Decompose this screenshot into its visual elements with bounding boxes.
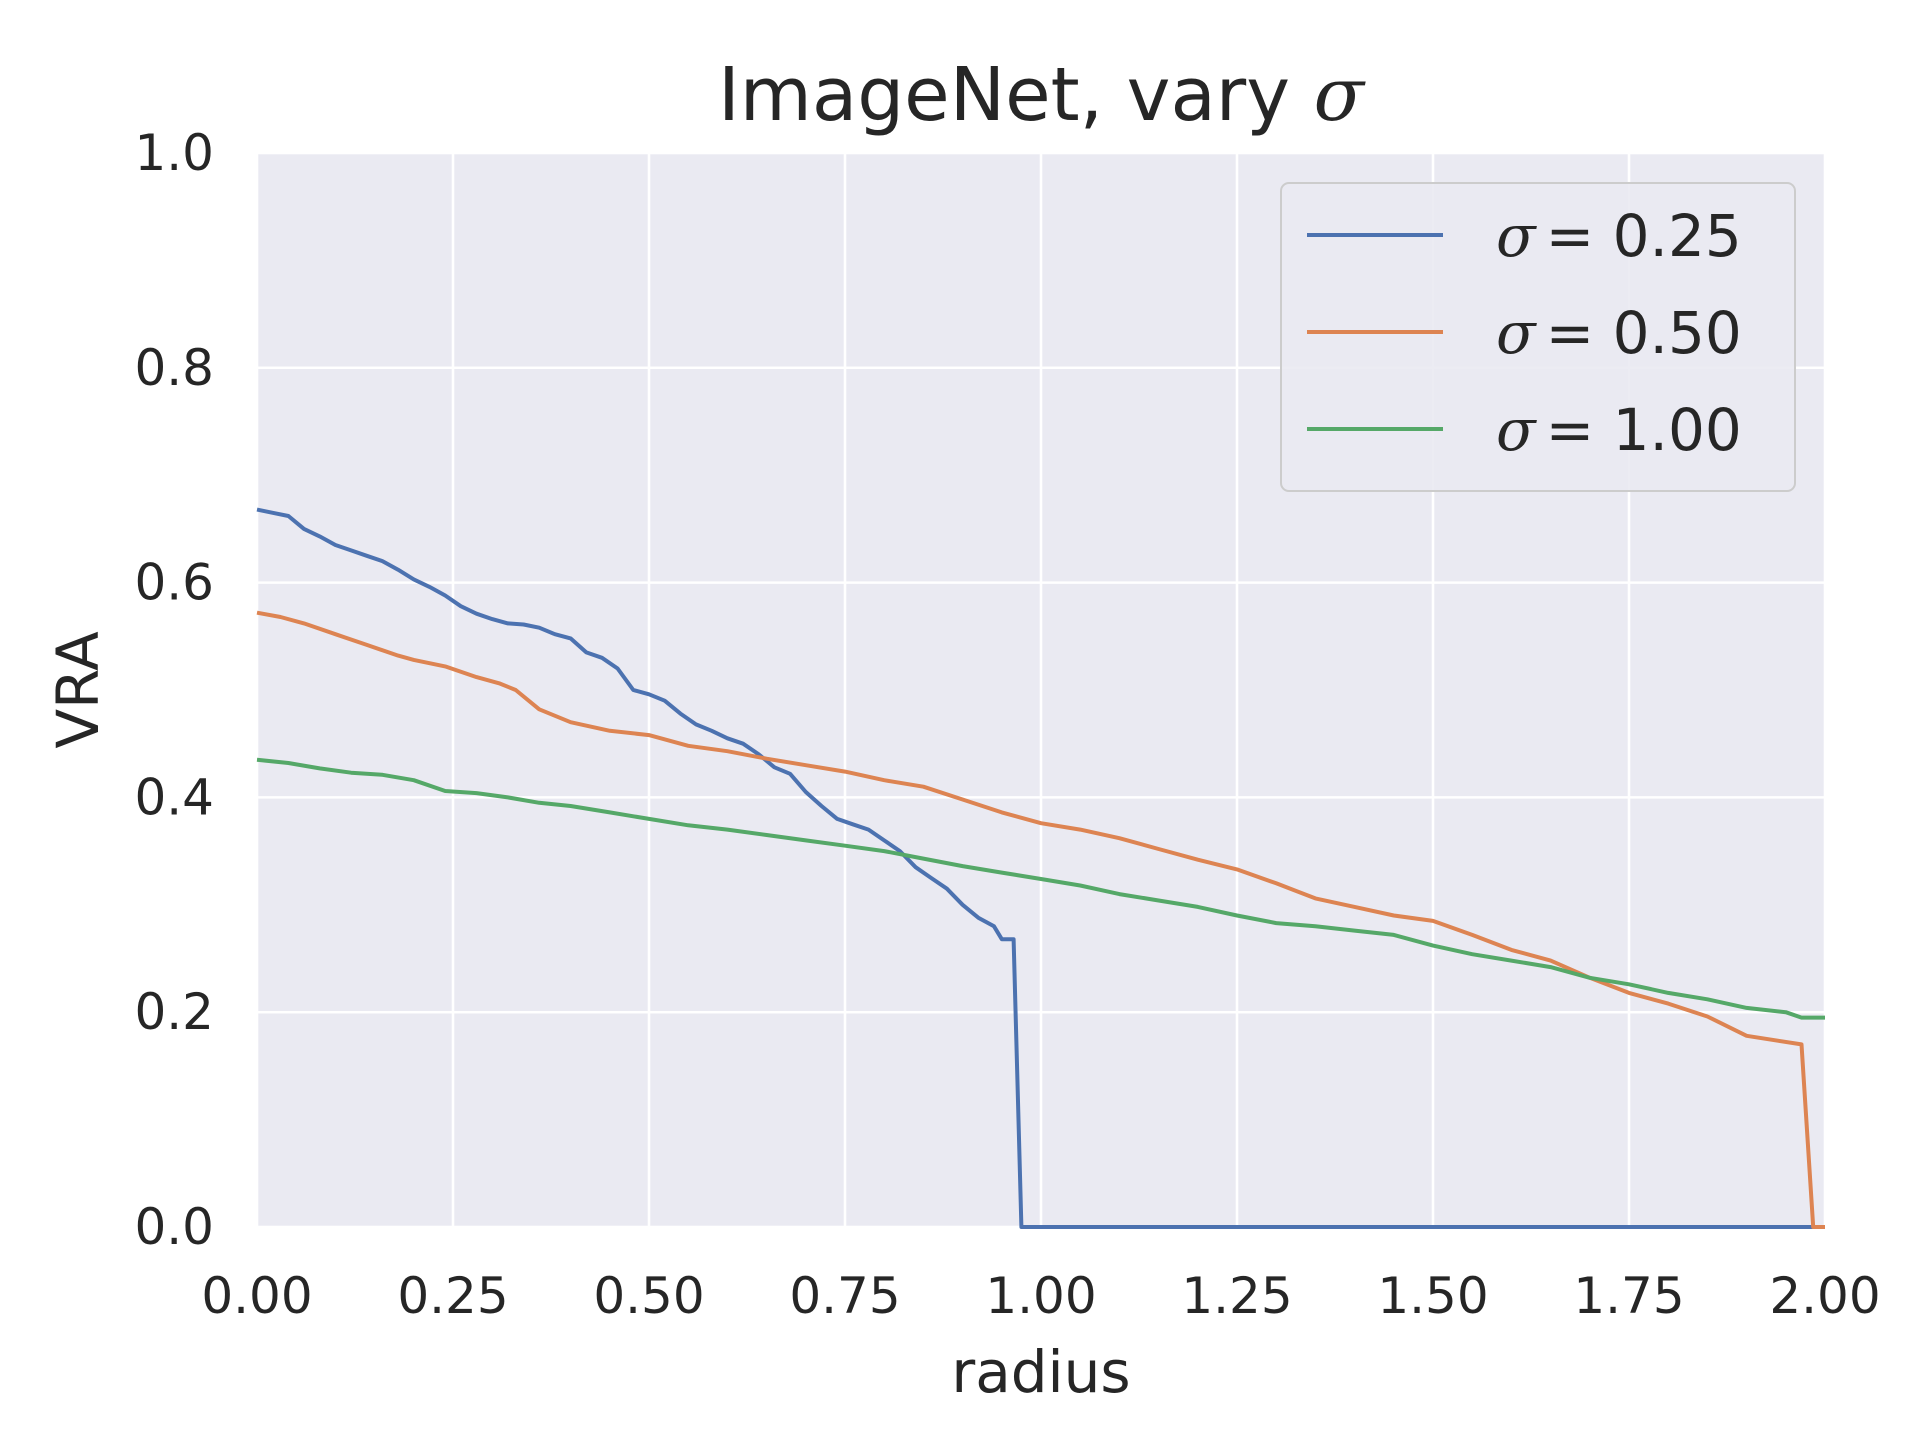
x-tick-labels: 0.00 0.25 0.50 0.75 1.00 1.25 1.50 1.75 2.00 xyxy=(201,1267,1880,1325)
x-axis-label: radius xyxy=(951,1338,1130,1406)
x-tick-label: 1.25 xyxy=(1181,1267,1292,1325)
x-tick-label: 0.25 xyxy=(397,1267,508,1325)
x-tick-label: 1.00 xyxy=(985,1267,1096,1325)
legend-symbol: σ xyxy=(1496,299,1537,367)
legend-symbol: σ xyxy=(1496,396,1537,464)
legend-value: = 0.25 xyxy=(1546,202,1742,270)
legend-value: = 0.50 xyxy=(1546,299,1742,367)
y-tick-label: 0.8 xyxy=(134,339,214,397)
legend-box xyxy=(1280,182,1796,492)
grid-lines xyxy=(255,151,1827,1229)
legend-label-2: σ = 0.50 xyxy=(1496,299,1742,367)
y-tick-label: 0.4 xyxy=(134,768,214,826)
x-tick-label: 1.50 xyxy=(1377,1267,1488,1325)
legend-symbol: σ xyxy=(1496,202,1537,270)
legend-label-1: σ = 0.25 xyxy=(1496,202,1742,270)
legend-label-3: σ = 1.00 xyxy=(1496,396,1742,464)
chart-title-symbol: σ xyxy=(1314,52,1367,138)
series-line-3 xyxy=(256,757,1825,1020)
chart-title-prefix: ImageNet, vary xyxy=(718,52,1314,138)
y-tick-label: 0.0 xyxy=(134,1198,214,1256)
x-tick-label: 1.75 xyxy=(1573,1267,1684,1325)
legend: σ = 0.25σ = 0.50σ = 1.00 xyxy=(1280,182,1796,492)
y-tick-label: 0.6 xyxy=(134,554,214,612)
x-tick-label: 0.00 xyxy=(201,1267,312,1325)
series-layer xyxy=(256,507,1825,1229)
y-axis-label: VRA xyxy=(44,631,112,749)
x-tick-label: 0.75 xyxy=(789,1267,900,1325)
y-tick-labels: 0.0 0.2 0.4 0.6 0.8 1.0 xyxy=(134,124,214,1256)
x-tick-label: 0.50 xyxy=(593,1267,704,1325)
y-tick-label: 1.0 xyxy=(134,124,214,182)
legend-value: = 1.00 xyxy=(1546,396,1742,464)
x-tick-label: 2.00 xyxy=(1769,1267,1880,1325)
series-line-2 xyxy=(256,610,1825,1229)
series-line-1 xyxy=(256,507,1825,1229)
y-tick-label: 0.2 xyxy=(134,983,214,1041)
chart-title: ImageNet, vary σ xyxy=(718,52,1367,138)
